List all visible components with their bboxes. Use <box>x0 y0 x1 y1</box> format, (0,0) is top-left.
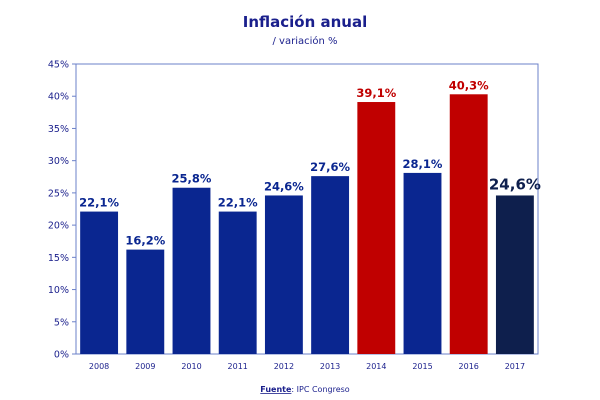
y-tick-label: 45% <box>48 60 69 71</box>
bar <box>80 211 119 354</box>
data-label: 22,1% <box>218 196 258 210</box>
data-label: 40,3% <box>449 78 489 92</box>
y-tick-label: 30% <box>48 156 69 167</box>
y-axis-ticks: 0% 5% 10% 15% 20% 25% 30% 35% 40% 45% <box>48 60 76 361</box>
y-tick-label: 15% <box>48 253 69 264</box>
y-tick-label: 40% <box>48 92 69 103</box>
source-text: : IPC Congreso <box>291 385 349 394</box>
bar <box>264 195 303 354</box>
y-tick-label: 35% <box>48 124 69 135</box>
x-tick-label: 2013 <box>320 362 340 371</box>
x-tick-label: 2017 <box>505 362 525 371</box>
plot-area-frame <box>75 63 539 355</box>
x-tick-label: 2015 <box>412 362 432 371</box>
data-label: 39,1% <box>356 86 396 100</box>
y-tick-label: 5% <box>54 317 69 328</box>
bar <box>357 102 396 355</box>
x-tick-label: 2009 <box>135 362 155 371</box>
y-tick-label: 25% <box>48 188 69 199</box>
bar <box>126 249 165 354</box>
data-labels: 22,1% 16,2% 25,8% 22,1% 24,6% 27,6% 39,1% 28,1%… <box>79 78 541 247</box>
bar <box>311 176 350 354</box>
data-label: 25,8% <box>172 172 212 186</box>
x-tick-label: 2008 <box>89 362 109 371</box>
bar <box>403 172 442 354</box>
x-tick-label: 2011 <box>228 362 248 371</box>
data-label: 24,6% <box>489 175 541 193</box>
bar <box>172 187 211 354</box>
bar <box>495 195 534 354</box>
data-label: 16,2% <box>125 234 165 248</box>
bar <box>449 94 488 355</box>
x-tick-label: 2016 <box>459 362 479 371</box>
y-tick-label: 0% <box>54 350 69 361</box>
bar <box>218 211 257 354</box>
x-axis-ticks: 2008 2009 2010 2011 2012 2013 2014 2015 2016 2017 <box>89 362 525 371</box>
data-label: 22,1% <box>79 196 119 210</box>
chart-title: Inflación anual <box>243 13 367 31</box>
data-label: 24,6% <box>264 179 304 193</box>
x-tick-label: 2012 <box>274 362 294 371</box>
chart-subtitle: / variación % <box>272 35 337 47</box>
y-tick-label: 10% <box>48 285 69 296</box>
y-tick-label: 20% <box>48 221 69 232</box>
bars <box>80 94 534 355</box>
data-label: 28,1% <box>403 157 443 171</box>
data-label: 27,6% <box>310 160 350 174</box>
source-label: Fuente <box>260 385 292 394</box>
x-tick-label: 2014 <box>366 362 386 371</box>
x-tick-label: 2010 <box>181 362 201 371</box>
source-note: Fuente: IPC Congreso <box>260 385 350 394</box>
